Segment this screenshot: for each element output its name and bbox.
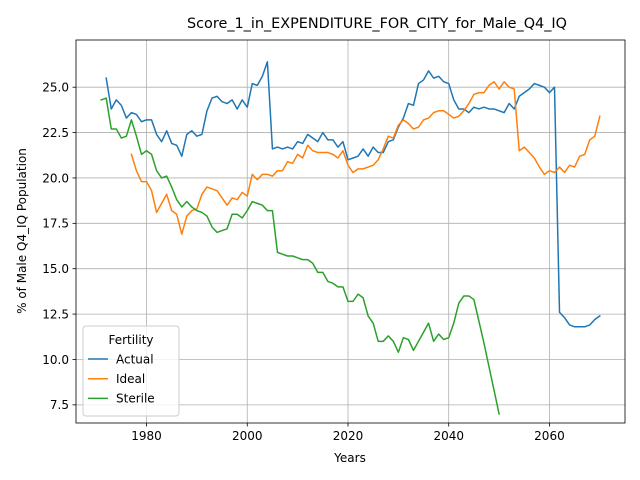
y-tick-label: 10.0 (42, 353, 69, 367)
y-tick-label: 12.5 (42, 307, 69, 321)
plot-area-frame (75, 39, 626, 424)
axis-ticks: 1980 2000 2020 2040 2060 7.5 10.0 12.5 15.0 17.5 2… (42, 80, 564, 443)
y-tick-label: 20.0 (42, 171, 69, 185)
x-tick-label: 1980 (131, 429, 162, 443)
legend-box (82, 325, 180, 417)
x-tick-label: 2040 (433, 429, 464, 443)
y-tick-label: 17.5 (42, 217, 69, 231)
legend-label-actual: Actual (116, 352, 154, 366)
legend: Fertility Actual Ideal Sterile (82, 325, 180, 417)
x-tick-label: 2060 (534, 429, 565, 443)
series-line-sterile (100, 97, 500, 415)
legend-label-sterile: Sterile (116, 392, 155, 406)
legend-label-ideal: Ideal (116, 372, 145, 386)
legend-title: Fertility (108, 333, 153, 347)
x-tick-label: 2020 (333, 429, 364, 443)
y-tick-label: 25.0 (42, 80, 69, 94)
y-tick-label: 7.5 (50, 398, 69, 412)
y-axis-label: % of Male Q4_IQ Population (15, 148, 29, 314)
y-tick-label: 22.5 (42, 126, 69, 140)
legend-entries: Actual Ideal Sterile (88, 352, 155, 406)
x-tick-label: 2000 (232, 429, 263, 443)
x-axis-label: Years (333, 451, 366, 465)
series-line-ideal (130, 81, 601, 235)
y-tick-label: 15.0 (42, 262, 69, 276)
chart-title: Score_1_in_EXPENDITURE_FOR_CITY_for_Male… (187, 16, 567, 32)
series-line-actual (105, 61, 601, 328)
series-lines (100, 61, 601, 415)
